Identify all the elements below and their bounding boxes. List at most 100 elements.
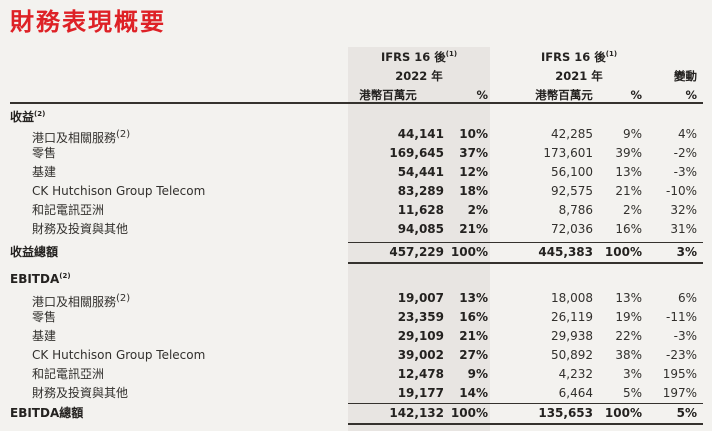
pct-2021: 13% <box>615 165 642 179</box>
footnote-1-marker: (1) <box>605 50 618 59</box>
pct-2021: 22% <box>615 329 642 343</box>
row-label: 港口及相關服務(2) <box>10 125 348 144</box>
row-label: 港口及相關服務(2) <box>10 289 348 308</box>
header-currency-2022: 港幣百萬元 <box>359 88 417 102</box>
footnote-2-marker: (2) <box>59 272 71 280</box>
change-pct: -10% <box>665 184 697 198</box>
row-label: 基建 <box>32 165 57 179</box>
pct-2021: 19% <box>615 310 642 324</box>
row-label-text: 港口及相關服務 <box>32 131 117 144</box>
header-year-2022: 2022 年 <box>395 69 443 83</box>
value-2021: 173,601 <box>543 146 593 160</box>
header-ifrs-2021-text: IFRS 16 後 <box>540 50 606 64</box>
row-label: 財務及投資與其他 <box>32 222 129 236</box>
row-label: 零售 <box>32 146 57 160</box>
footnote-2-marker: (2) <box>116 129 131 140</box>
pct-2021: 13% <box>615 291 642 305</box>
row-label: CK Hutchison Group Telecom <box>32 348 206 362</box>
header-ifrs-2021: IFRS 16 後(1) <box>508 50 650 64</box>
change-pct: -3% <box>673 165 697 179</box>
header-currency-2021: 港幣百萬元 <box>535 88 593 102</box>
value-2022: 19,177 <box>397 386 444 400</box>
pct-2022: 10% <box>459 127 488 141</box>
pct-2021: 100% <box>604 406 642 420</box>
table-header-rule <box>10 102 703 104</box>
change-pct: -3% <box>673 329 697 343</box>
pct-2022: 13% <box>459 291 488 305</box>
pct-2021: 38% <box>615 348 642 362</box>
row-label: 基建 <box>32 329 57 343</box>
section-heading-label: EBITDA(2) <box>10 270 348 289</box>
total-top-rule <box>348 242 703 243</box>
row-label: 和記電訊亞洲 <box>32 203 105 217</box>
header-ifrs-2022: IFRS 16 後(1) <box>348 50 490 64</box>
header-change: 變動 <box>674 69 697 83</box>
row-label: CK Hutchison Group Telecom <box>32 184 206 198</box>
table-row: 和記電訊亞洲 11,628 2% 8,786 2% 32% <box>10 201 703 220</box>
value-2022: 39,002 <box>397 348 444 362</box>
section-heading-label: 收益(2) <box>10 110 348 125</box>
section-heading-ebitda: EBITDA(2) <box>10 270 703 289</box>
footnote-2-marker: (2) <box>34 110 46 118</box>
value-2022: 94,085 <box>397 222 444 236</box>
pct-2021: 16% <box>615 222 642 236</box>
value-2022: 23,359 <box>397 310 444 324</box>
total-bottom-rule <box>348 423 703 425</box>
pct-2022: 27% <box>459 348 488 362</box>
table-row: CK Hutchison Group Telecom 39,002 27% 50… <box>10 346 703 365</box>
total-bottom-rule <box>348 262 703 264</box>
total-top-rule <box>348 403 703 404</box>
change-pct: 197% <box>662 386 697 400</box>
total-row-ebitda: EBITDA總額 142,132 100% 135,653 100% 5% <box>10 404 703 423</box>
pct-2021: 2% <box>622 203 642 217</box>
section-heading-text: 收益 <box>10 110 35 124</box>
row-label: 財務及投資與其他 <box>32 386 129 400</box>
value-2022: 457,229 <box>389 245 444 259</box>
row-label-text: 港口及相關服務 <box>32 295 117 308</box>
table-row: CK Hutchison Group Telecom 83,289 18% 92… <box>10 182 703 201</box>
value-2021: 135,653 <box>538 406 593 420</box>
header-pct-change: % <box>685 88 697 102</box>
pct-2021: 39% <box>615 146 642 160</box>
pct-2022: 21% <box>459 222 488 236</box>
value-2022: 19,007 <box>397 291 444 305</box>
value-2021: 56,100 <box>551 165 593 179</box>
pct-2022: 2% <box>467 203 488 217</box>
total-row-revenue: 收益總額 457,229 100% 445,383 100% 3% <box>10 243 703 262</box>
table-row: 零售 169,645 37% 173,601 39% -2% <box>10 144 703 163</box>
table-row: 港口及相關服務(2) 44,141 10% 42,285 9% 4% <box>10 125 703 144</box>
value-2021: 8,786 <box>558 203 593 217</box>
pct-2022: 14% <box>459 386 488 400</box>
row-label: 零售 <box>32 310 57 324</box>
value-2022: 169,645 <box>389 146 444 160</box>
table-row: 零售 23,359 16% 26,119 19% -11% <box>10 308 703 327</box>
table-row: 和記電訊亞洲 12,478 9% 4,232 3% 195% <box>10 365 703 384</box>
header-pct-2022: % <box>476 88 488 102</box>
header-ifrs-2022-text: IFRS 16 後 <box>380 50 446 64</box>
pct-2021: 3% <box>622 367 642 381</box>
value-2021: 42,285 <box>551 127 593 141</box>
header-year-2021: 2021 年 <box>555 69 603 83</box>
value-2022: 54,441 <box>397 165 444 179</box>
total-label: EBITDA總額 <box>10 406 84 420</box>
value-2021: 29,938 <box>551 329 593 343</box>
pct-2022: 12% <box>459 165 488 179</box>
table-row: 財務及投資與其他 94,085 21% 72,036 16% 31% <box>10 220 703 239</box>
value-2021: 6,464 <box>558 386 593 400</box>
change-pct: 31% <box>670 222 697 236</box>
table-row: 財務及投資與其他 19,177 14% 6,464 5% 197% <box>10 384 703 403</box>
change-pct: 4% <box>677 127 697 141</box>
value-2022: 83,289 <box>397 184 444 198</box>
change-pct: 195% <box>662 367 697 381</box>
pct-2022: 100% <box>450 406 488 420</box>
pct-2022: 21% <box>459 329 488 343</box>
change-pct: -23% <box>665 348 697 362</box>
change-pct: 6% <box>677 291 697 305</box>
pct-2021: 9% <box>622 127 642 141</box>
total-label: 收益總額 <box>10 245 59 259</box>
value-2021: 72,036 <box>551 222 593 236</box>
table-row: 基建 54,441 12% 56,100 13% -3% <box>10 163 703 182</box>
page-title: 財務表現概要 <box>10 8 166 36</box>
value-2021: 445,383 <box>538 245 593 259</box>
